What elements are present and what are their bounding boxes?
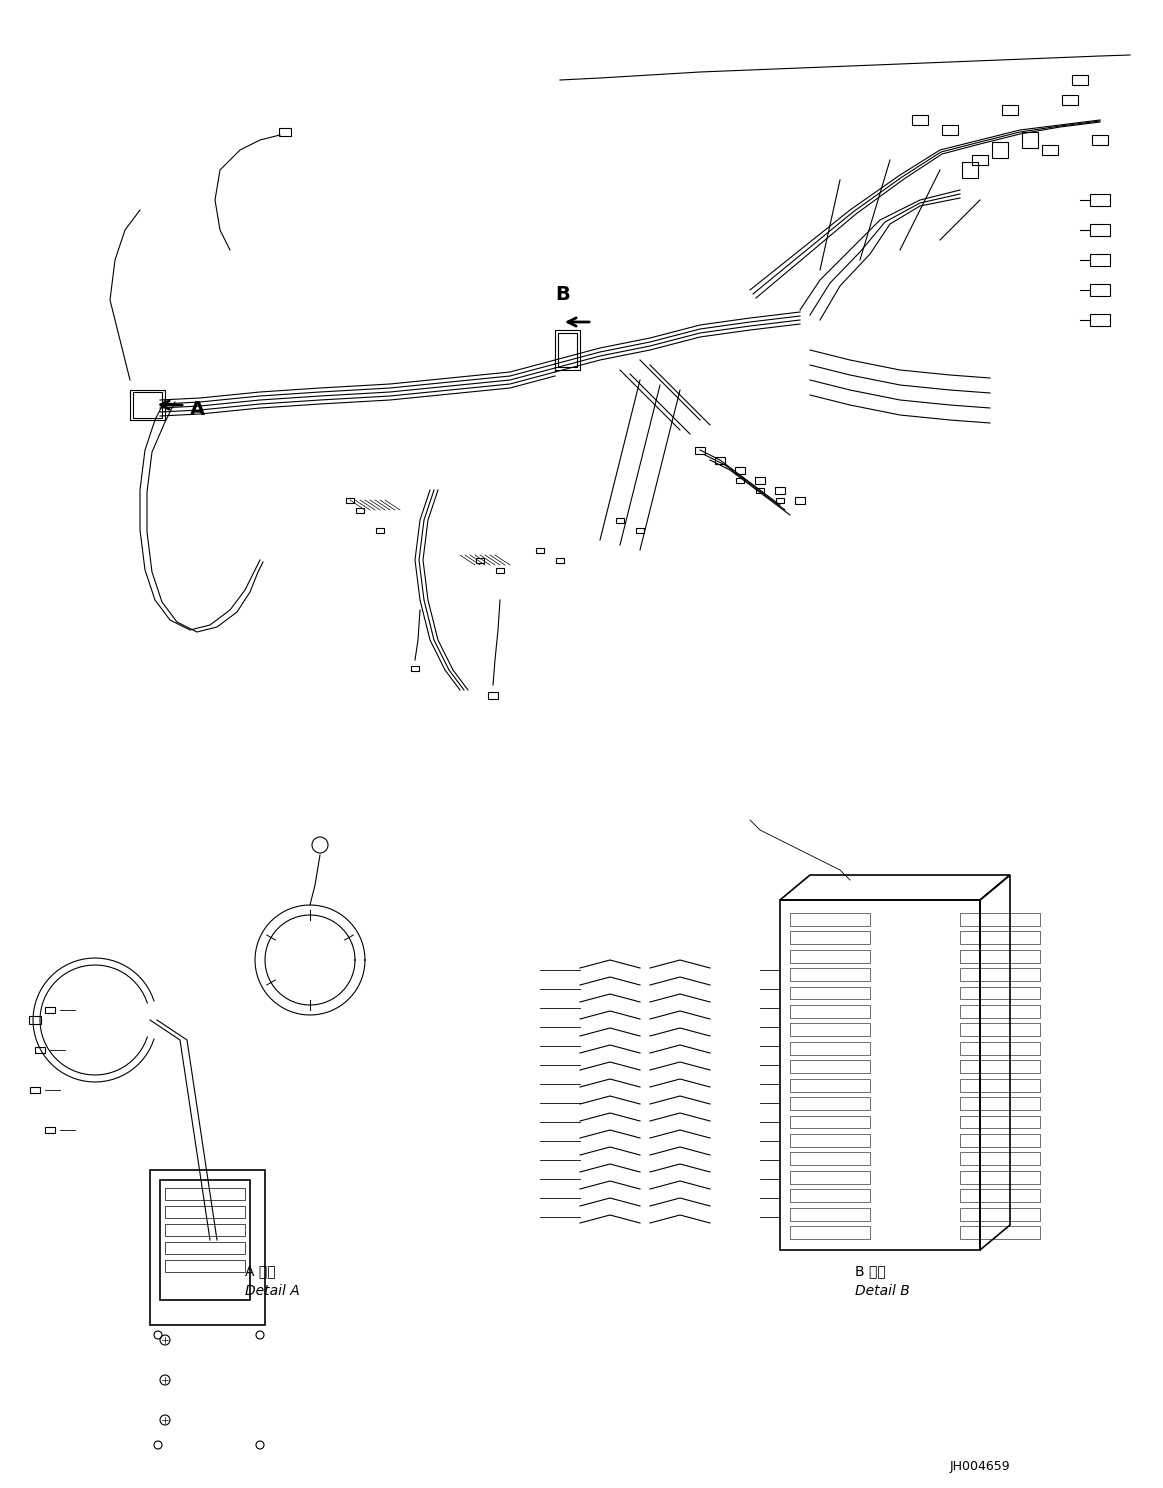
Bar <box>959 1042 1040 1055</box>
Bar <box>790 1208 870 1220</box>
Bar <box>962 162 978 179</box>
Bar <box>790 949 870 963</box>
Bar <box>959 1226 1040 1240</box>
Bar <box>790 1134 870 1147</box>
Bar <box>1003 106 1018 115</box>
Bar <box>959 987 1040 1000</box>
Bar <box>790 1004 870 1018</box>
Bar <box>959 1024 1040 1036</box>
Bar <box>790 914 870 926</box>
Bar <box>558 333 577 368</box>
Bar <box>1090 254 1110 266</box>
Bar <box>959 1152 1040 1165</box>
Bar <box>756 488 764 493</box>
Bar <box>29 1016 41 1024</box>
Bar <box>959 1171 1040 1183</box>
Bar <box>1090 193 1110 205</box>
Bar <box>790 1061 870 1073</box>
Bar <box>795 497 805 503</box>
Bar <box>959 1189 1040 1202</box>
Bar <box>1090 314 1110 326</box>
Bar <box>695 446 705 454</box>
Bar <box>790 1171 870 1183</box>
Bar <box>790 1042 870 1055</box>
Bar <box>959 949 1040 963</box>
Bar <box>959 1061 1040 1073</box>
Bar <box>790 1079 870 1092</box>
Bar <box>411 665 419 671</box>
Bar <box>715 457 725 463</box>
Bar <box>912 115 928 125</box>
Bar <box>476 558 484 562</box>
Bar <box>1062 95 1078 106</box>
Bar <box>1090 284 1110 296</box>
Bar <box>1042 144 1058 155</box>
Bar <box>1090 225 1110 237</box>
Text: A 詳細: A 詳細 <box>245 1263 276 1278</box>
Bar <box>790 931 870 945</box>
Bar <box>30 1088 40 1094</box>
Bar <box>790 1097 870 1110</box>
Bar <box>1072 74 1089 85</box>
Bar <box>959 1079 1040 1092</box>
Bar <box>959 1208 1040 1220</box>
Bar <box>775 487 785 494</box>
Bar <box>790 987 870 1000</box>
Bar <box>959 1134 1040 1147</box>
Bar <box>165 1242 245 1254</box>
Text: B 詳細: B 詳細 <box>855 1263 886 1278</box>
Text: Detail A: Detail A <box>245 1284 300 1298</box>
Bar <box>133 391 162 418</box>
Bar <box>536 548 544 552</box>
Text: Detail B: Detail B <box>855 1284 909 1298</box>
Bar <box>376 528 384 533</box>
Bar <box>45 1007 55 1013</box>
Bar <box>959 1004 1040 1018</box>
Bar <box>616 518 625 522</box>
Bar <box>755 476 765 484</box>
Bar <box>959 1097 1040 1110</box>
Bar <box>1022 132 1039 147</box>
Bar <box>45 1126 55 1132</box>
Bar <box>1092 135 1108 144</box>
Bar <box>279 128 291 135</box>
Bar <box>790 1189 870 1202</box>
Bar <box>790 969 870 981</box>
Bar <box>165 1205 245 1219</box>
Text: A: A <box>190 400 205 420</box>
Bar <box>992 141 1008 158</box>
Bar <box>347 497 354 503</box>
Bar <box>959 969 1040 981</box>
Bar <box>942 125 958 135</box>
Bar <box>790 1152 870 1165</box>
Bar <box>495 567 504 573</box>
Bar <box>165 1187 245 1199</box>
Text: JH004659: JH004659 <box>950 1460 1011 1473</box>
Bar <box>555 330 580 371</box>
Bar <box>959 1116 1040 1128</box>
Bar <box>735 467 745 473</box>
Bar <box>356 507 364 512</box>
Bar <box>165 1225 245 1237</box>
Bar <box>780 900 980 1250</box>
Bar <box>160 1180 250 1301</box>
Bar <box>165 1260 245 1272</box>
Bar <box>959 914 1040 926</box>
Bar <box>790 1116 870 1128</box>
Bar <box>972 155 989 165</box>
Bar <box>556 558 564 562</box>
Text: B: B <box>555 286 570 304</box>
Bar <box>636 528 644 533</box>
Bar <box>790 1226 870 1240</box>
Bar <box>736 478 744 482</box>
Bar <box>790 1024 870 1036</box>
Bar <box>959 931 1040 945</box>
Bar <box>150 1170 265 1324</box>
Bar <box>130 390 165 420</box>
Bar <box>488 692 498 698</box>
Bar <box>776 497 784 503</box>
Bar <box>35 1048 45 1054</box>
